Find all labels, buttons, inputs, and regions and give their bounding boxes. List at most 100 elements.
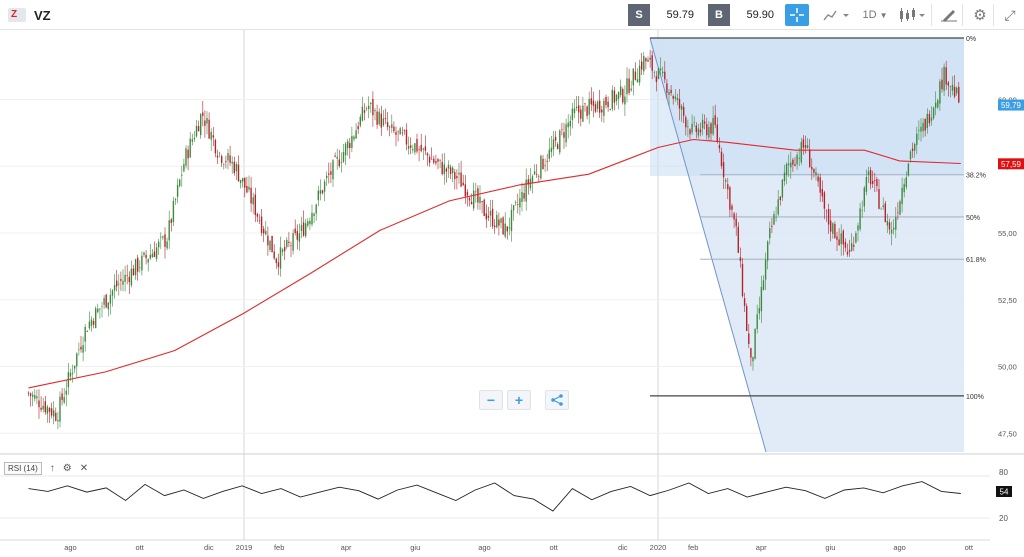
candle-body <box>231 161 233 164</box>
fib-level-label: 38.2% <box>966 173 986 180</box>
candle-body <box>741 263 744 297</box>
candle-body <box>739 257 742 262</box>
candle-body <box>122 280 124 285</box>
candle-body <box>321 190 324 194</box>
candle-body <box>445 168 448 172</box>
candle-body <box>90 319 93 326</box>
draw-icon[interactable] <box>938 4 960 26</box>
candle-body <box>271 235 273 253</box>
candle-body <box>582 105 584 122</box>
toolbar-divider <box>993 4 994 26</box>
candle-body <box>521 191 523 202</box>
candle-body <box>42 405 44 410</box>
expand-icon[interactable]: ⤢ <box>1004 6 1016 23</box>
candle-body <box>487 215 490 218</box>
candle-body <box>745 306 748 332</box>
candle-body <box>78 349 80 351</box>
candle-body <box>109 294 112 304</box>
candle-body <box>155 247 158 260</box>
candle-body <box>653 71 655 73</box>
candle-body <box>729 187 731 210</box>
candle-body <box>315 204 317 214</box>
candle-body <box>869 169 872 185</box>
candle-body <box>260 216 263 233</box>
candle-body <box>787 163 790 166</box>
candle-body <box>601 109 603 113</box>
candle-body <box>542 158 544 169</box>
share-icon[interactable] <box>545 390 569 410</box>
candle-body <box>519 198 521 208</box>
candle-body <box>176 184 179 197</box>
candle-body <box>239 179 242 184</box>
candle-body <box>206 117 208 124</box>
x-tick-label: giu <box>410 543 420 552</box>
candle-body <box>958 86 960 103</box>
candle-body <box>571 108 574 120</box>
candle-body <box>380 113 382 128</box>
candle-body <box>311 212 313 225</box>
timeframe-selector[interactable]: 1D ▼ <box>861 4 889 26</box>
candle-body <box>766 241 769 261</box>
close-icon[interactable]: ✕ <box>79 463 89 474</box>
candle-body <box>149 254 151 259</box>
candle-body <box>517 204 519 205</box>
last-price-badge: 59,79 <box>998 99 1024 111</box>
price-chart[interactable]: 0%38.2%50%61.8%100% 60,0057,5055,0052,50… <box>0 30 1024 557</box>
candle-body <box>947 82 949 86</box>
candle-body <box>523 193 525 199</box>
candle-body <box>727 184 729 190</box>
candle-body <box>636 79 639 83</box>
candle-body <box>113 285 116 291</box>
candle-body <box>258 220 261 222</box>
candle-body <box>874 180 876 181</box>
candle-body <box>365 108 368 109</box>
candle-body <box>136 257 139 272</box>
candle-body <box>899 201 901 215</box>
candle-body <box>941 79 943 90</box>
candle-body <box>344 143 347 156</box>
candle-body <box>731 205 733 210</box>
candle-body <box>561 128 563 130</box>
crosshair-icon[interactable] <box>785 4 809 26</box>
sell-button[interactable]: S 59.79 <box>628 4 702 26</box>
candle-body <box>510 209 513 232</box>
candle-body <box>617 91 620 99</box>
zoom-out-button[interactable]: − <box>479 390 503 410</box>
candle-body <box>720 151 723 167</box>
candle-body <box>930 117 933 121</box>
candle-body <box>336 156 338 159</box>
candle-body <box>248 186 250 190</box>
candle-body <box>897 212 899 214</box>
fibonacci-retracement[interactable]: 0% 38.2% 50% 61.8% 100% <box>649 36 986 453</box>
candle-body <box>34 395 36 399</box>
candle-body <box>88 321 91 329</box>
candle-body <box>823 192 826 209</box>
toolbar: Z VZ S 59.79 B 59.90 1D ▼ ⚙ ⤢ <box>0 0 1024 30</box>
candle-body <box>304 223 307 237</box>
candle-body <box>918 129 920 131</box>
candle-body <box>701 119 704 129</box>
candle-body <box>164 234 166 247</box>
candle-body <box>61 393 63 401</box>
arrow-up-icon[interactable]: ↑ <box>49 463 55 474</box>
buy-tag: B <box>708 4 730 26</box>
candle-body <box>441 161 443 175</box>
candle-body <box>340 162 343 163</box>
candle-body <box>691 123 693 133</box>
rsi-indicator-label[interactable]: RSI (14) <box>4 462 42 475</box>
chart-type-icon[interactable] <box>822 4 852 26</box>
gear-icon[interactable]: ⚙ <box>62 463 72 474</box>
rsi-line <box>28 481 961 512</box>
candle-body <box>859 208 861 230</box>
candle-body <box>288 241 290 243</box>
candle-body <box>313 213 315 217</box>
x-tick-label: dic <box>204 543 214 552</box>
candle-style-icon[interactable] <box>897 4 927 26</box>
buy-button[interactable]: B 59.90 <box>708 4 782 26</box>
instrument-symbol: VZ <box>34 8 51 23</box>
zoom-in-button[interactable]: + <box>507 390 531 410</box>
gear-icon[interactable]: ⚙ <box>973 7 987 24</box>
candle-body <box>374 110 376 112</box>
candlestick-series <box>27 50 960 430</box>
x-tick-label: apr <box>341 543 352 552</box>
